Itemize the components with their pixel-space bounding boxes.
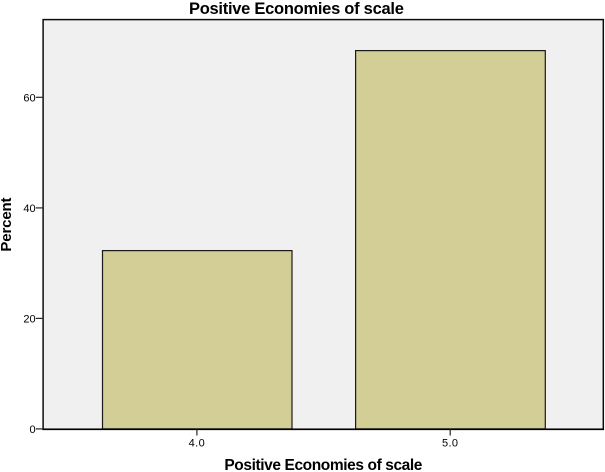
svg-text:0: 0 <box>29 424 35 436</box>
svg-text:5.0: 5.0 <box>442 437 459 449</box>
svg-text:Positive Economies of scale: Positive Economies of scale <box>189 0 404 18</box>
svg-text:Percent: Percent <box>0 197 15 251</box>
svg-text:4.0: 4.0 <box>189 437 206 449</box>
svg-text:40: 40 <box>23 203 35 215</box>
svg-text:60: 60 <box>23 92 35 104</box>
svg-text:Positive Economies of scale: Positive Economies of scale <box>224 457 422 472</box>
svg-text:20: 20 <box>23 313 35 325</box>
